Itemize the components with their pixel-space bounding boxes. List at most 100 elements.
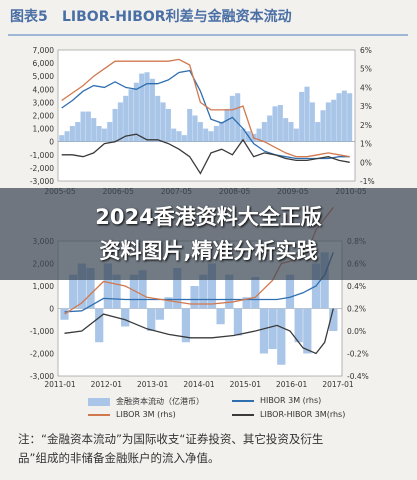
y2-tick-label: 6% (360, 46, 372, 55)
flow-bar (171, 128, 177, 142)
overlay-banner: 2024香港资料大全正版 资料图片,精准分析实践 (0, 188, 417, 280)
flow-bar (285, 274, 295, 309)
y-tick-label: 0 (49, 138, 54, 147)
x-tick-label: 2017-01 (322, 380, 354, 389)
legend-item-flow: 金融资本流动（亿港币） (88, 396, 204, 407)
flow-bar (268, 308, 277, 349)
legend-item-spread: LIBOR-HIBOR 3M(rhs) (232, 410, 345, 419)
flow-bar (176, 131, 182, 142)
y2-tick-label: 0.2% (347, 305, 366, 314)
flow-bar (165, 108, 171, 142)
y-tick-label: 6,000 (33, 59, 55, 68)
flow-bar (64, 131, 70, 142)
x-tick-label: 2011-01 (44, 380, 76, 389)
chart-title: LIBOR-HIBOR利差与金融资本流动 (62, 9, 292, 25)
flow-bar (261, 122, 267, 142)
flow-bar (164, 297, 173, 309)
y-tick-label: 0 (49, 305, 54, 314)
title-rule (8, 34, 408, 36)
y-tick-label: 1,000 (33, 125, 55, 134)
flow-bar (203, 128, 209, 142)
y-tick-label: -2,000 (30, 164, 54, 173)
legend-item-libor: LIBOR 3M (rhs) (88, 410, 176, 419)
flow-bar (277, 105, 283, 142)
hibor-line (61, 69, 350, 160)
flow-bar (229, 95, 235, 142)
legend-swatch-hibor (232, 399, 254, 402)
y-tick-label: -2,000 (30, 350, 54, 359)
flow-bar (224, 108, 230, 142)
flow-bar (107, 122, 113, 142)
flow-bar (190, 286, 199, 309)
legend-swatch-spread (232, 413, 254, 416)
y-tick-label: 2,000 (33, 112, 55, 121)
y-tick-label: 3,000 (33, 98, 55, 107)
flow-bar (69, 125, 75, 142)
flow-bar (69, 274, 78, 309)
legend-swatch-libor (88, 413, 110, 416)
flow-bar (96, 125, 102, 142)
legend-label-hibor: HIBOR 3M (rhs) (260, 396, 322, 405)
flow-bar (123, 95, 129, 142)
flow-bar (283, 118, 289, 142)
legend-label-spread: LIBOR-HIBOR 3M(rhs) (260, 410, 346, 419)
legend-label-flow: 金融资本流动（亿港币） (116, 397, 204, 406)
flow-bar (293, 128, 299, 142)
flow-bar (75, 122, 81, 142)
flow-bar (77, 263, 86, 309)
legend-label-libor: LIBOR 3M (rhs) (116, 410, 176, 419)
flow-bar (91, 118, 97, 142)
x-tick-label: 2012-01 (91, 380, 123, 389)
flow-bar (160, 102, 166, 142)
flow-bar (86, 268, 95, 309)
flow-bar (251, 277, 260, 309)
x-tick-label: 2016-01 (276, 380, 308, 389)
flow-bar (288, 122, 294, 142)
flow-bar (303, 308, 312, 354)
y2-tick-label: 0.0% (347, 327, 366, 336)
flow-bar (299, 91, 305, 142)
y2-tick-label: 5% (360, 65, 372, 74)
flow-bar (336, 93, 342, 142)
spread-line (64, 308, 334, 355)
banner-line-2: 资料图片,精准分析实践 (99, 239, 318, 263)
hibor-line (64, 252, 334, 313)
flow-bar (259, 308, 269, 354)
y2-tick-label: 0.4% (347, 282, 366, 291)
flow-bar (219, 122, 225, 142)
flow-bar (181, 135, 187, 142)
figure-label: 图表5 (10, 9, 48, 25)
flow-bar (85, 111, 91, 142)
y-tick-label: -1,000 (30, 327, 54, 336)
y2-tick-label: 4% (360, 83, 372, 92)
flow-bar (320, 110, 326, 142)
flow-bar (235, 93, 241, 142)
flow-bar (117, 102, 123, 142)
flow-bar (329, 308, 338, 331)
flow-bar (155, 308, 165, 320)
flow-bar (294, 308, 303, 343)
flow-bar (95, 308, 104, 343)
footnote: 注：“金融资本流动”为国际收支“证券投资、其它投资及衍生 品”组成的非储备金融账… (18, 430, 410, 468)
flow-bar (309, 102, 315, 142)
flow-bar (60, 308, 69, 320)
flow-bar (187, 108, 193, 142)
y2-tick-label: -0.2% (347, 350, 369, 359)
flow-bar (192, 115, 198, 142)
flow-bar (233, 308, 243, 336)
flow-bar (272, 106, 278, 142)
flow-bar (267, 115, 273, 142)
flow-bar (101, 128, 107, 142)
x-tick-label: 2014-01 (183, 380, 215, 389)
footnote-line-1: 注：“金融资本流动”为国际收支“证券投资、其它投资及衍生 (18, 432, 324, 446)
spread-line (61, 133, 350, 175)
flow-bar (155, 95, 161, 142)
footnote-line-2: 品”组成的非储备金融账户的流入净值。 (18, 451, 220, 465)
flow-bar (80, 111, 86, 142)
flow-bar (277, 308, 286, 365)
flow-bar (320, 252, 329, 309)
y-tick-label: 4,000 (33, 85, 55, 94)
flow-bar (213, 125, 219, 142)
y-tick-label: 5,000 (33, 72, 55, 81)
flow-bar (133, 82, 139, 142)
